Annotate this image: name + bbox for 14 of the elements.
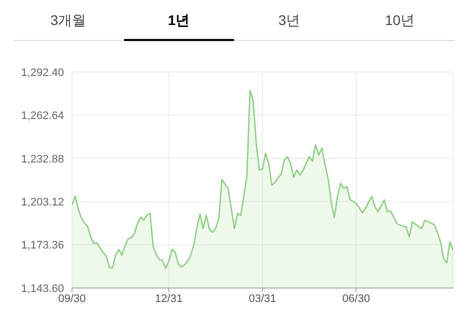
x-tick-label: 12/31 <box>155 292 183 305</box>
text: 1년 <box>124 0 234 41</box>
y-tick-label: 1,232.88 <box>21 153 64 166</box>
text: 3년 <box>277 11 302 30</box>
x-tick-label: 09/30 <box>58 292 86 305</box>
text: 10년 <box>384 11 416 30</box>
text: 3개월 <box>49 11 88 30</box>
y-tick-label: 1,292.40 <box>21 66 64 79</box>
x-tick-label: 03/31 <box>248 292 276 305</box>
y-tick-label: 1,143.60 <box>21 282 64 295</box>
y-tick-label: 1,173.36 <box>21 240 64 252</box>
y-tick-label: 1,262.64 <box>21 110 64 122</box>
y-tick-label: 1,203.12 <box>21 196 64 209</box>
x-tick-label: 06/30 <box>342 292 370 305</box>
